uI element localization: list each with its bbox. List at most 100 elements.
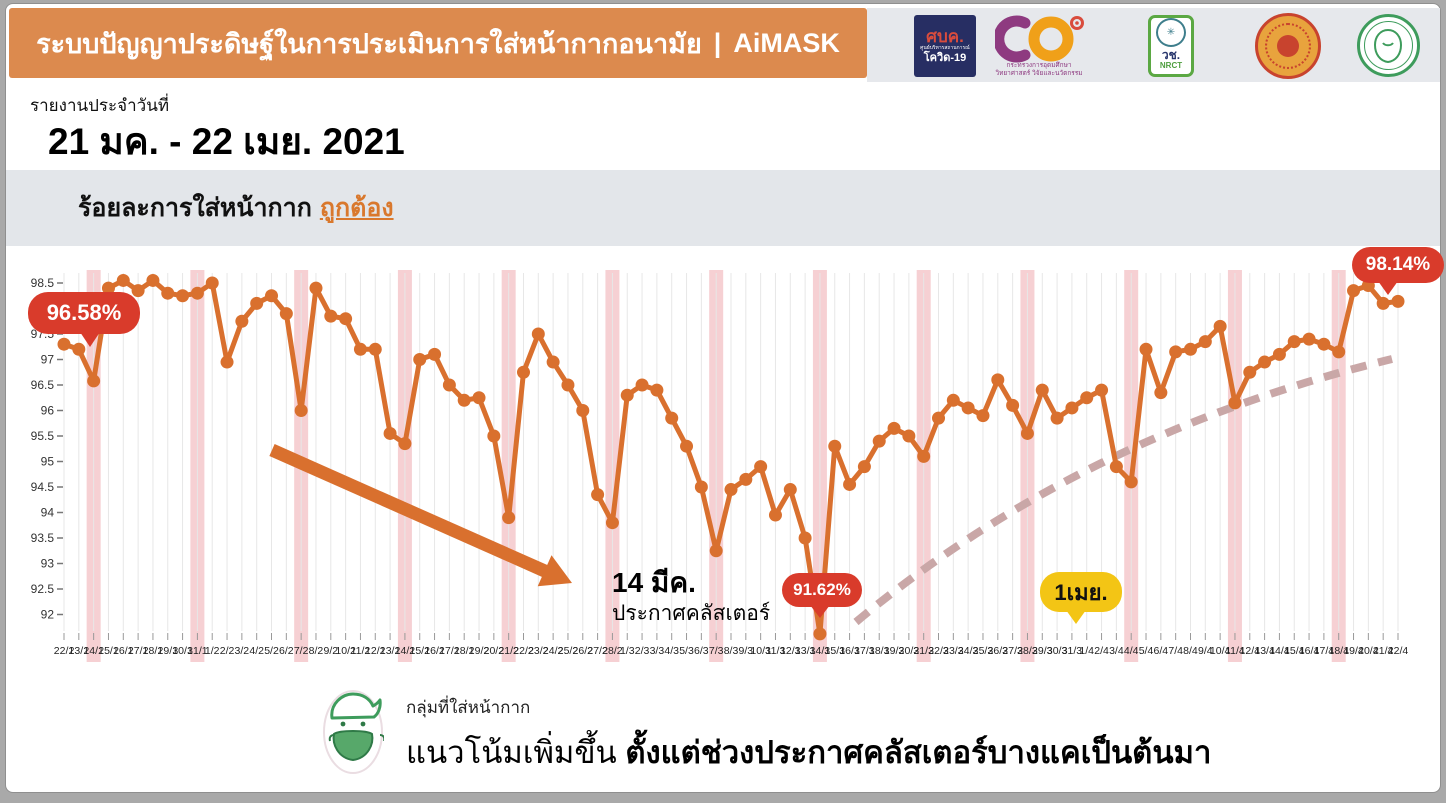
x-tick-label: 10/3 <box>750 645 771 657</box>
data-point-28/2 <box>605 516 619 530</box>
x-tick-label: 7/4 <box>1168 645 1183 657</box>
x-tick-label: 15/4 <box>1284 645 1305 657</box>
x-tick-label: 21/2 <box>498 645 519 657</box>
data-point-7/3 <box>709 544 723 558</box>
x-tick-label: 25/1 <box>98 645 119 657</box>
data-point-4/4 <box>1124 475 1138 489</box>
data-point-21/2 <box>502 511 516 525</box>
callout-end-value: 98.14% <box>1352 247 1444 295</box>
x-tick-label: 5/3 <box>679 645 694 657</box>
x-tick-label: 8/3 <box>724 645 739 657</box>
x-tick-label: 30/3 <box>1047 645 1068 657</box>
logo-band: ศบค. ศูนย์บริหารสถานการณ์ โควิด-19 กระทร… <box>867 8 1440 82</box>
data-point-19/2 <box>472 391 486 405</box>
cluster-announce-date: 14 มีค. <box>612 567 696 598</box>
data-point-16/3 <box>843 477 857 491</box>
y-tick-label: 94 <box>41 506 55 520</box>
y-tick-label: 92.5 <box>31 582 55 596</box>
data-point-22/1 <box>57 337 71 351</box>
data-point-10/4 <box>1213 319 1227 333</box>
x-tick-label: 25/3 <box>973 645 994 657</box>
callout-start-value: 96.58% <box>28 292 140 347</box>
x-tick-label: 4/3 <box>664 645 679 657</box>
thammasat-university-seal <box>1255 13 1321 79</box>
x-tick-label: 6/2 <box>279 645 294 657</box>
data-point-25/1 <box>101 281 115 295</box>
x-tick-label: 12/3 <box>780 645 801 657</box>
data-point-8/4 <box>1183 342 1197 356</box>
x-tick-label: 9/4 <box>1198 645 1213 657</box>
data-point-17/2 <box>442 378 456 392</box>
subtitle-correct-link[interactable]: ถูกต้อง <box>319 194 394 222</box>
data-point-2/2 <box>220 355 234 369</box>
data-point-17/3 <box>857 460 871 474</box>
app-title-bar: ระบบปัญญาประดิษฐ์ในการประเมินการใส่หน้าก… <box>9 8 867 78</box>
x-tick-label: 2/3 <box>635 645 650 657</box>
data-point-24/1 <box>87 374 101 388</box>
data-point-6/3 <box>694 480 708 494</box>
x-tick-label: 28/3 <box>1017 645 1038 657</box>
data-point-16/2 <box>428 347 442 361</box>
x-tick-label: 4/2 <box>249 645 264 657</box>
upward-trend-dashed-line <box>853 355 1393 626</box>
x-tick-label: 24/1 <box>83 645 104 657</box>
x-tick-label: 3/2 <box>235 645 250 657</box>
x-tick-label: 29/3 <box>1032 645 1053 657</box>
x-tick-label: 18/2 <box>454 645 475 657</box>
data-point-9/4 <box>1198 335 1212 349</box>
x-tick-label: 31/3 <box>1062 645 1083 657</box>
data-point-19/3 <box>887 421 901 435</box>
x-tick-label: 22/2 <box>513 645 534 657</box>
cluster-announce-label: ประกาศคลัสเตอร์ <box>612 602 771 625</box>
footer-trend-bold-text: ตั้งแต่ช่วงประกาศคลัสเตอร์บางแคเป็นต้นมา <box>625 735 1212 770</box>
data-point-24/2 <box>546 355 560 369</box>
x-tick-label: 28/1 <box>143 645 164 657</box>
mhesi-caption1: กระทรวงการอุดมศึกษา <box>1007 61 1072 69</box>
data-point-12/3 <box>783 483 797 497</box>
x-tick-label: 7/2 <box>294 645 309 657</box>
x-tick-label: 11/3 <box>766 645 786 657</box>
downward-trend-arrow <box>269 444 550 578</box>
data-point-25/3 <box>976 409 990 423</box>
x-tick-label: 16/2 <box>424 645 445 657</box>
x-tick-label: 20/3 <box>899 645 920 657</box>
data-point-9/2 <box>324 309 338 323</box>
y-tick-label: 98.5 <box>31 276 55 290</box>
x-tick-label: 14/2 <box>395 645 416 657</box>
x-tick-label: 22/3 <box>928 645 949 657</box>
callout-tail <box>1066 610 1086 624</box>
x-tick-label: 2/2 <box>220 645 235 657</box>
mhesi-caption2: วิทยาศาสตร์ วิจัยและนวัตกรรม <box>995 69 1082 77</box>
callout-tail <box>1378 281 1398 295</box>
data-point-19/4 <box>1347 284 1361 298</box>
x-tick-label: 16/3 <box>839 645 860 657</box>
data-point-21/3 <box>917 449 931 463</box>
data-point-27/2 <box>591 488 605 502</box>
data-point-24/3 <box>961 401 975 415</box>
x-tick-label: 24/2 <box>543 645 564 657</box>
x-tick-label: 26/1 <box>113 645 134 657</box>
data-point-20/2 <box>487 429 501 443</box>
ccsa-covid19-logo: ศบค. ศูนย์บริหารสถานการณ์ โควิด-19 <box>914 15 976 77</box>
y-tick-label: 96 <box>41 404 55 418</box>
data-point-2/4 <box>1095 383 1109 397</box>
x-tick-label: 18/3 <box>869 645 890 657</box>
data-point-12/4 <box>1243 365 1257 379</box>
x-tick-label: 23/2 <box>528 645 549 657</box>
thammasat-seal-ring <box>1265 23 1311 69</box>
x-tick-label: 5/2 <box>264 645 279 657</box>
data-point-20/3 <box>902 429 916 443</box>
x-tick-label: 11/2 <box>351 645 371 657</box>
data-point-11/4 <box>1228 396 1242 410</box>
y-tick-label: 94.5 <box>31 480 55 494</box>
x-tick-label: 22/1 <box>54 645 75 657</box>
x-tick-label: 10/4 <box>1210 645 1231 657</box>
x-tick-label: 25/2 <box>558 645 579 657</box>
x-tick-label: 18/4 <box>1328 645 1349 657</box>
data-point-31/3 <box>1065 401 1079 415</box>
x-tick-label: 27/1 <box>128 645 149 657</box>
data-point-26/3 <box>991 373 1005 387</box>
x-tick-label: 21/3 <box>913 645 934 657</box>
x-tick-label: 5/4 <box>1139 645 1154 657</box>
data-point-4/3 <box>665 411 679 425</box>
